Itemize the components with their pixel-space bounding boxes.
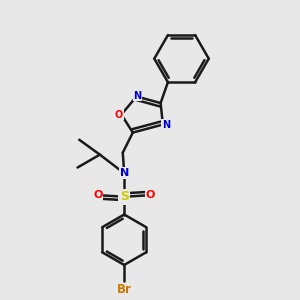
Text: O: O (146, 190, 155, 200)
Text: O: O (115, 110, 123, 119)
Text: O: O (93, 190, 103, 200)
Text: N: N (162, 120, 170, 130)
Text: N: N (120, 168, 129, 178)
Text: S: S (120, 190, 129, 203)
Text: Br: Br (117, 283, 132, 296)
Text: N: N (133, 91, 141, 101)
